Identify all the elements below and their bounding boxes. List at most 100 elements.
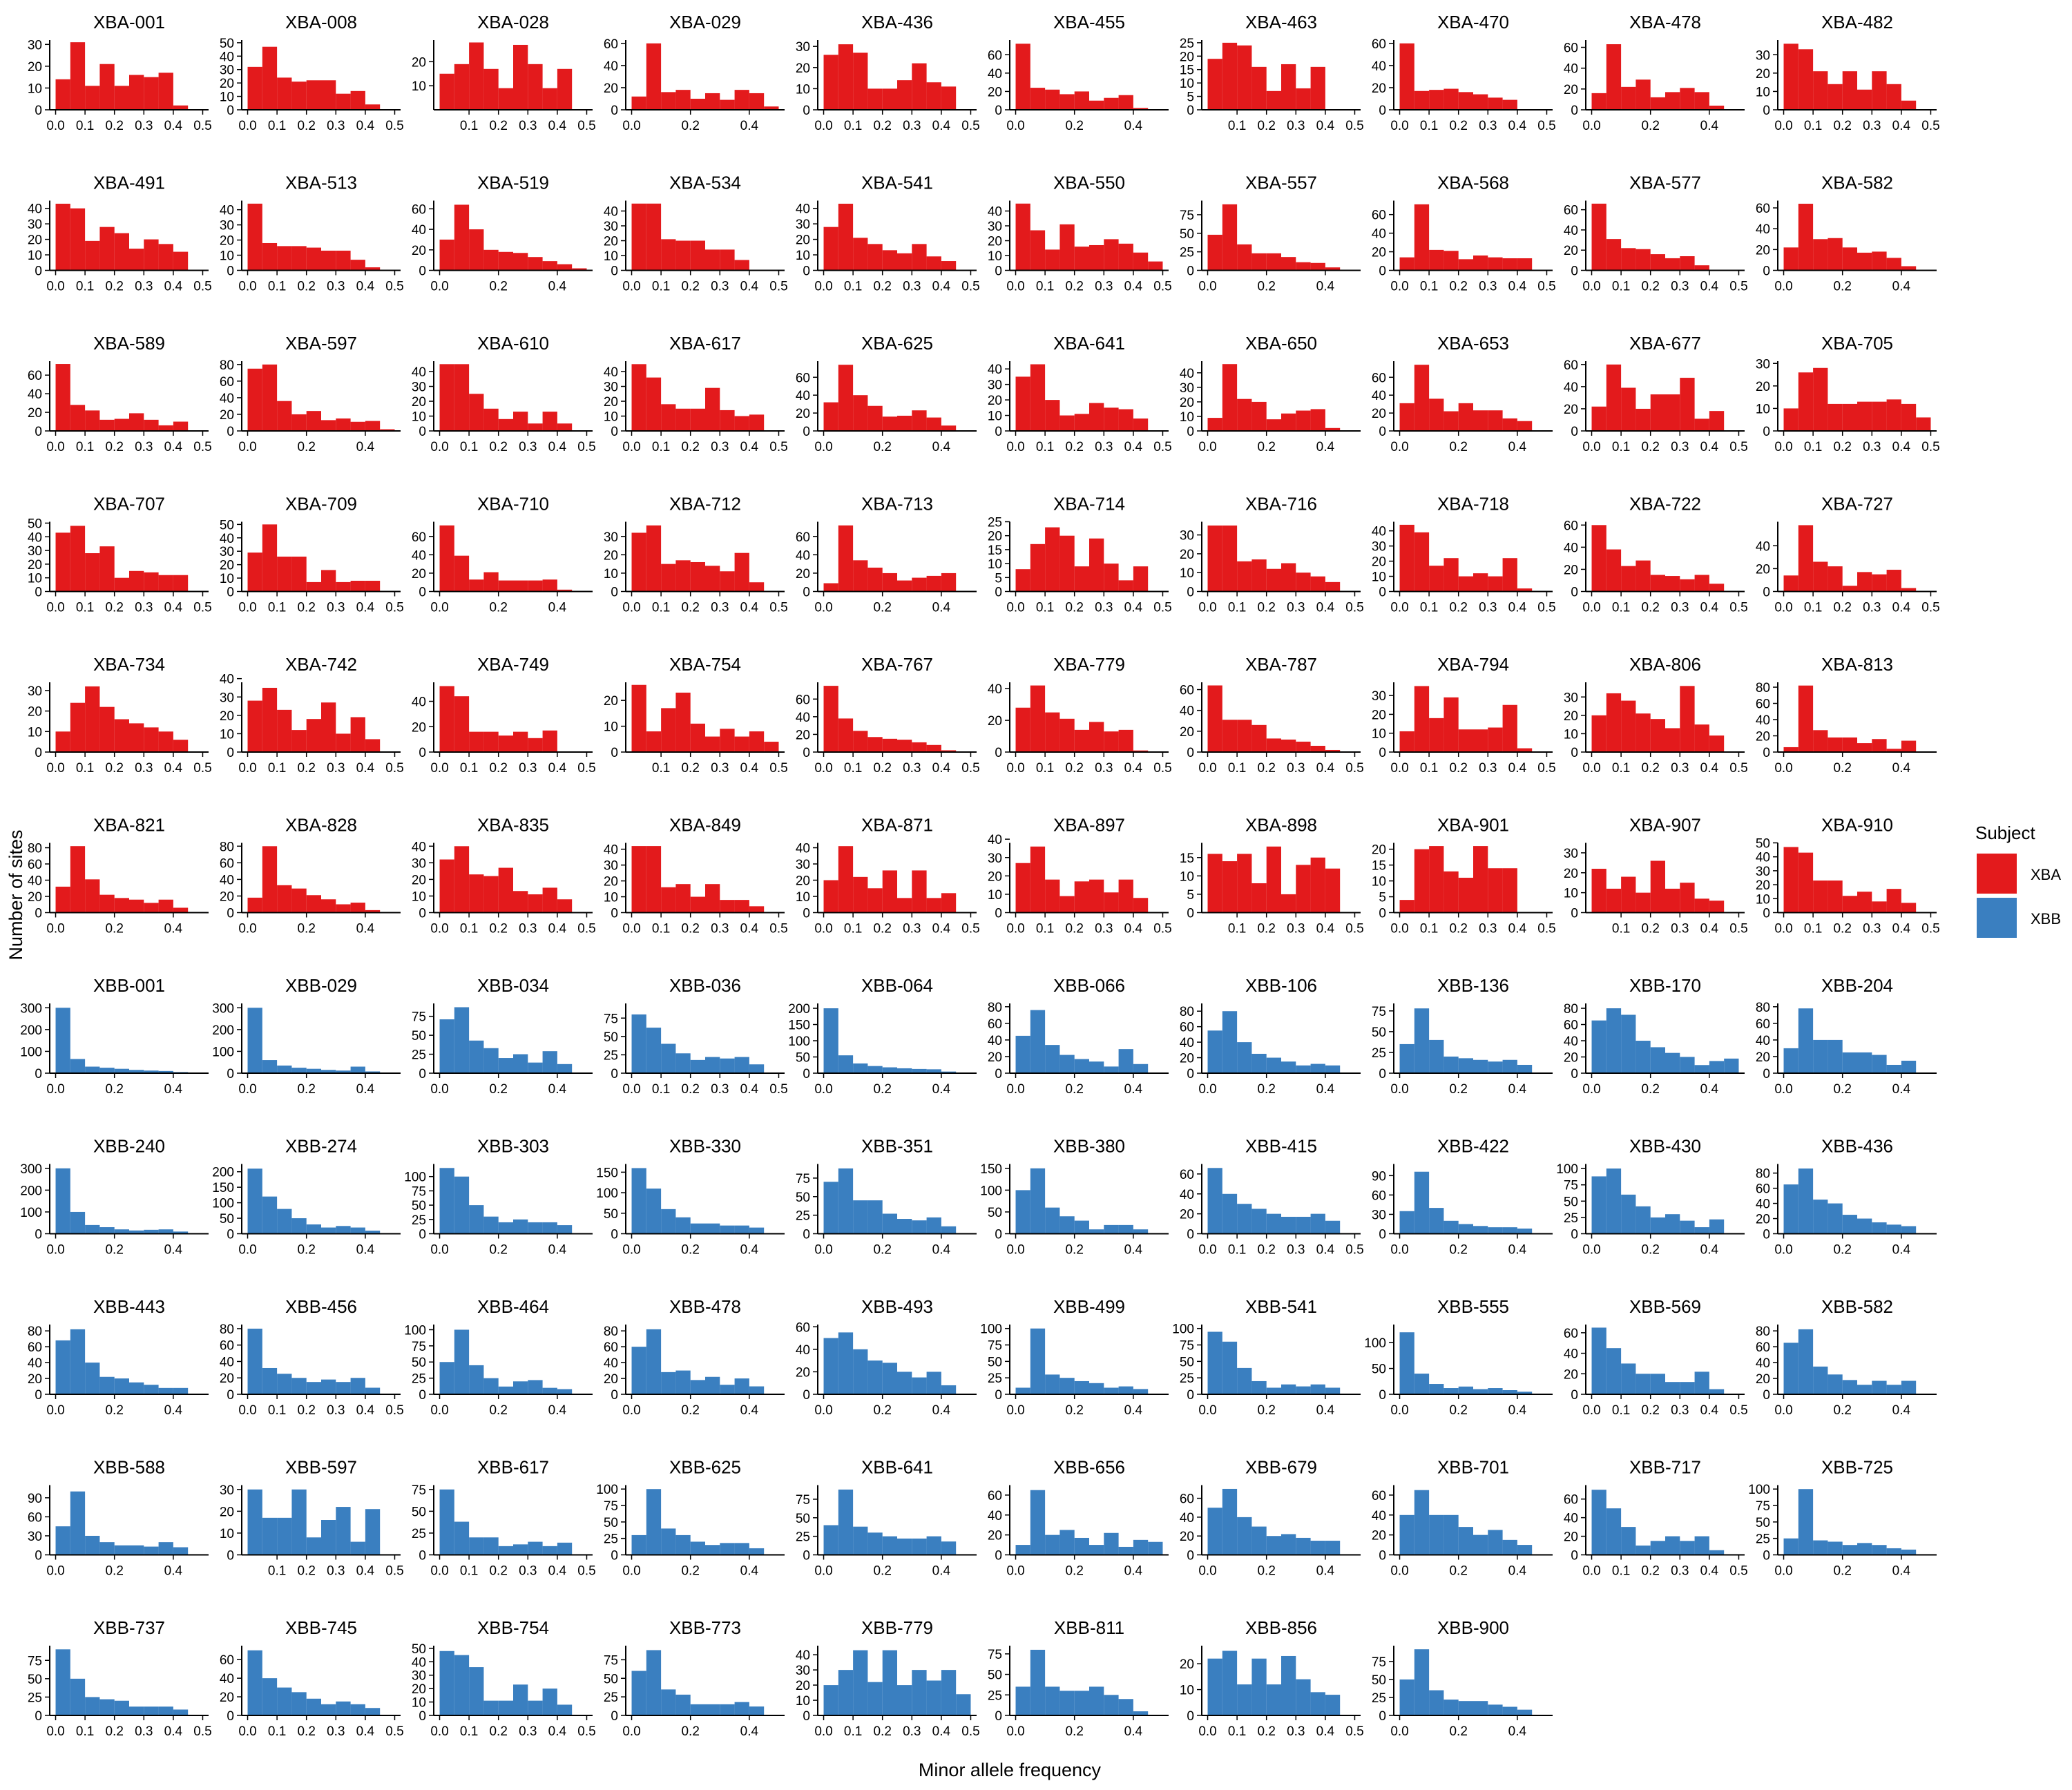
y-tick-label: 20 [1180,725,1194,740]
histogram-bar [1488,410,1503,431]
x-tick-label: 0.0 [1774,1564,1792,1579]
histogram-bar [1901,903,1917,913]
histogram-bar [336,418,351,431]
histogram-bar [1104,1066,1119,1073]
y-tick-label: 0 [1187,1549,1194,1563]
y-tick-label: 10 [1564,727,1578,742]
histogram-bar [1872,251,1887,271]
y-tick-label: 0 [803,907,810,921]
x-tick-label: 0.2 [1065,1564,1083,1579]
y-tick-label: 0 [1763,1228,1770,1242]
x-tick-label: 0.2 [1641,1564,1659,1579]
histogram-bar [912,870,927,913]
histogram-bar [291,1489,307,1555]
y-tick-label: 25 [796,1209,810,1224]
histogram-bar [1310,409,1325,431]
y-tick-label: 20 [1372,81,1386,96]
x-tick-label: 0.1 [1804,119,1822,133]
histogram-bar [1237,244,1252,271]
histogram-bar [1222,720,1238,752]
histogram-bar [1030,1328,1046,1394]
panel-title: XBA-835 [477,815,549,836]
x-tick-label: 0.2 [297,119,315,133]
x-tick-label: 0.5 [769,1082,787,1097]
histogram-bar [941,261,957,271]
y-tick-label: 100 [404,1323,426,1338]
histogram-bar [454,846,470,913]
x-tick-label: 0.3 [1287,601,1305,615]
panel-title: XBB-330 [669,1136,741,1157]
panel-title: XBA-749 [477,654,549,675]
y-tick-label: 80 [220,1322,234,1337]
y-tick-label: 0 [1379,425,1386,439]
histogram-bar [1901,1380,1917,1394]
x-tick-label: 0.2 [489,1403,507,1418]
histogram-bar [513,1544,528,1555]
x-tick-label: 0.2 [1065,922,1083,936]
y-tick-label: 75 [988,1648,1002,1662]
histogram-bar [336,1382,351,1394]
histogram-bar [513,1684,528,1715]
x-tick-label: 0.5 [769,280,787,294]
y-tick-label: 100 [1172,1322,1194,1337]
histogram-bar [646,525,662,592]
y-tick-label: 20 [220,1691,234,1705]
histogram-bar [1488,257,1503,271]
x-tick-label: 0.4 [1316,1564,1335,1579]
x-tick-label: 0.2 [1065,761,1083,776]
x-tick-label: 0.2 [489,922,507,936]
histogram-bar [1207,1508,1222,1555]
histogram-bar [114,418,129,431]
histogram-bar [85,1224,100,1234]
histogram-bar [1828,1374,1843,1394]
y-tick-label: 25 [988,516,1002,530]
histogram-bar [483,1048,499,1073]
histogram-bar [1828,84,1843,110]
y-tick-label: 20 [796,728,810,742]
panel-title: XBA-849 [669,815,741,836]
histogram-bar [675,90,691,110]
x-tick-label: 0.0 [238,119,256,133]
y-tick-label: 50 [988,1206,1002,1220]
histogram-bar [1015,1190,1030,1234]
x-tick-label: 0.0 [1774,1082,1792,1097]
histogram-bar [336,904,351,913]
histogram-bar [720,729,735,752]
x-tick-label: 0.4 [1508,761,1527,776]
histogram-bar [1296,1679,1311,1715]
x-tick-label: 0.2 [1641,280,1659,294]
x-tick-label: 0.5 [961,280,979,294]
x-tick-label: 0.4 [548,761,567,776]
x-tick-label: 0.0 [46,1082,64,1097]
histogram-bar [144,1546,159,1555]
x-tick-label: 0.1 [1420,922,1438,936]
x-tick-label: 0.0 [1582,119,1600,133]
x-tick-label: 0.0 [814,280,832,294]
histogram-bar [853,395,868,431]
y-tick-label: 20 [28,233,42,248]
x-tick-label: 0.0 [1774,601,1792,615]
histogram-bar [675,560,691,592]
x-tick-label: 0.2 [1257,1243,1275,1258]
histogram-bar [1473,729,1488,752]
histogram-bar [469,874,484,913]
histogram-bar [454,1176,470,1234]
y-tick-label: 10 [220,90,234,105]
histogram-bar [734,1225,749,1234]
histogram-bar [661,708,676,752]
histogram-bar [1621,1194,1636,1234]
histogram-bar [838,365,854,431]
histogram-bar [1680,1382,1695,1394]
y-tick-label: 0 [419,1228,426,1242]
histogram-bar [1089,538,1104,592]
histogram-bar [350,421,365,431]
histogram-bar [1502,1706,1517,1715]
histogram-bar [1798,1329,1814,1394]
x-tick-label: 0.0 [1006,922,1024,936]
x-tick-label: 0.4 [164,1403,183,1418]
y-tick-label: 15 [1372,859,1386,874]
y-tick-label: 200 [212,1166,234,1180]
